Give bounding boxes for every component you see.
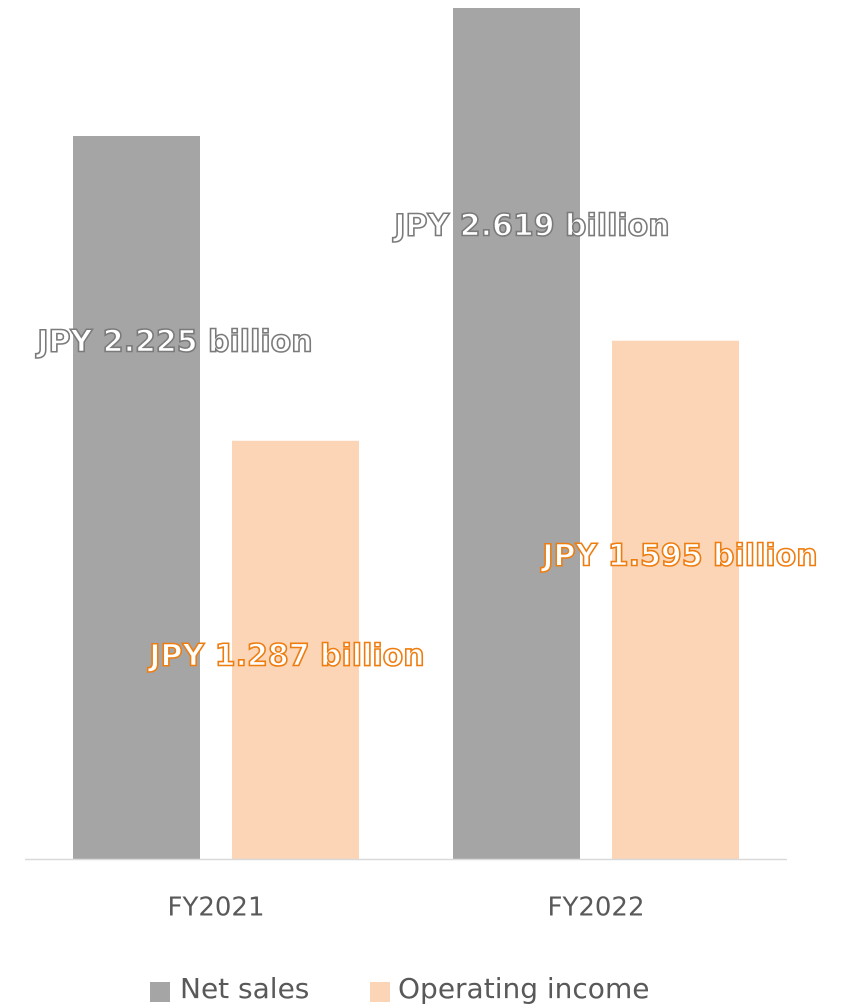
bar bbox=[453, 8, 580, 859]
data-label: JPY 1.287 billion bbox=[147, 639, 424, 674]
data-label: JPY 2.619 billion bbox=[392, 209, 669, 244]
legend-swatch bbox=[150, 982, 170, 1002]
bar bbox=[232, 440, 359, 859]
data-label: JPY 2.225 billion bbox=[35, 325, 312, 360]
x-tick-label: FY2021 bbox=[167, 893, 264, 923]
legend-swatch bbox=[370, 982, 390, 1002]
bar bbox=[612, 340, 739, 859]
legend-label: Operating income bbox=[398, 972, 649, 1005]
legend-label: Net sales bbox=[180, 972, 309, 1005]
bar bbox=[73, 136, 200, 859]
data-label: JPY 1.595 billion bbox=[540, 539, 817, 574]
x-tick-label: FY2022 bbox=[547, 893, 644, 923]
